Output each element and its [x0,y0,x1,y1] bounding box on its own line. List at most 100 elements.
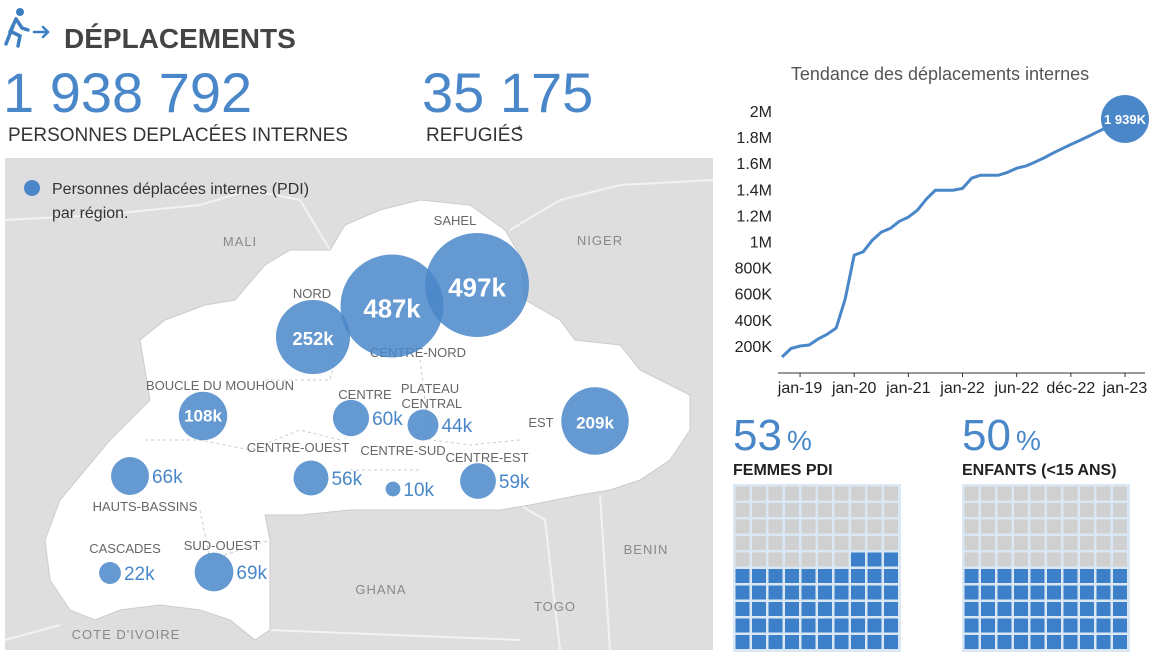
region-value: 60k [372,409,403,430]
stat-value: 35 175 [422,61,593,124]
waffles: 53 % FEMMES PDI 50 % ENFANTS (<15 ANS) [733,411,1130,652]
waffle-cell [997,569,1012,583]
waffle-cell [964,503,979,517]
region-name: NORD [293,286,331,301]
waffle-cell [834,618,849,633]
waffle-cell [818,552,832,567]
waffle-cell [1030,519,1045,534]
waffle-cell [1014,618,1028,633]
waffle-cell [867,585,882,600]
waffle-cell [981,635,995,649]
waffle-cell [785,635,799,649]
waffle-cell [1096,552,1111,567]
waffle-cell [981,569,995,583]
waffle-cell [1030,585,1045,600]
waffle-cell [1030,602,1045,616]
chart-title: Tendance des déplacements internes [791,64,1089,84]
waffle-cell [1113,552,1127,567]
waffle-cell [1030,569,1045,583]
waffle-cell [1080,519,1094,534]
waffle-cell [801,569,816,583]
region-bubble [425,233,529,337]
waffle-cell [752,519,766,534]
stat-label: PERSONNES DEPLACÉES INTERNES [8,125,348,146]
waffle-cell [867,635,882,649]
waffle-cell [867,503,882,517]
x-tick-label: jun-22 [993,380,1039,397]
waffle-cell [1063,602,1078,616]
waffle-cell [1080,552,1094,567]
waffle-cell [1014,635,1028,649]
waffle-cell [1080,569,1094,583]
region-name: HAUTS-BASSINS [93,499,198,514]
region-value: 69k [236,563,267,584]
waffle-cell [884,503,898,517]
waffle-cell [768,503,783,517]
waffle-cell [752,585,766,600]
waffle-cell [1047,585,1061,600]
waffle-cell [768,519,783,534]
waffle-cell [735,486,750,501]
waffle-cell [884,519,898,534]
waffle-cell [1047,602,1061,616]
waffle-cell [1113,486,1127,501]
waffle-cell [1113,618,1127,633]
y-tick-label: 600K [735,287,773,304]
waffle-cell [964,569,979,583]
x-tick-label: jan-22 [939,380,985,397]
waffle-cell [884,618,898,633]
waffle-cell [1014,569,1028,583]
waffle-cell [752,635,766,649]
waffle-cell [1047,519,1061,534]
region-bubble [407,409,439,441]
country-label: TOGO [534,599,576,614]
waffle-cell [997,536,1012,550]
waffle-cell [752,602,766,616]
waffle-cell [752,618,766,633]
stat-value: 1 938 792 [3,61,252,124]
waffle-cell [997,503,1012,517]
waffle-cell [735,536,750,550]
region-name: BOUCLE DU MOUHOUN [146,378,294,393]
waffle-cell [1047,569,1061,583]
waffle-cell [785,552,799,567]
waffle-cell [964,486,979,501]
waffle-cell [981,536,995,550]
waffle-cell [834,552,849,567]
waffle-cell [785,569,799,583]
region-bubble [340,254,444,358]
waffle-cell [884,569,898,583]
waffle-cell [1014,536,1028,550]
waffle-cell [997,519,1012,534]
waffle-cell [1080,585,1094,600]
waffle-cell [1096,602,1111,616]
region-name: PLATEAU CENTRAL [398,381,462,411]
waffle-value: 53 [733,411,782,460]
region-value: 487k [363,295,421,323]
waffle-cell [1063,569,1078,583]
waffle-cell [964,585,979,600]
waffle-cell [851,635,865,649]
waffle-cell [1080,536,1094,550]
region-bubble [194,552,234,592]
y-tick-label: 1M [750,235,772,252]
waffle-cell [1047,536,1061,550]
y-tick-label: 800K [735,261,773,278]
country-label: NIGER [577,233,623,248]
region-name: CENTRE-SUD [360,443,445,458]
x-tick-label: jan-19 [777,380,823,397]
waffle-cell [981,519,995,534]
waffle-cell [1063,635,1078,649]
y-tick-label: 1.2M [736,208,772,225]
waffle-cell [768,536,783,550]
region-value: 252k [292,328,334,349]
waffle-cell [801,635,816,649]
waffle-cell [801,536,816,550]
region-value: 22k [124,564,155,585]
waffle-cell [768,552,783,567]
y-tick-label: 1.6M [736,156,772,173]
waffle-cell [834,486,849,501]
waffle-cell [1096,486,1111,501]
waffle-cell [884,585,898,600]
waffle-cell [867,569,882,583]
